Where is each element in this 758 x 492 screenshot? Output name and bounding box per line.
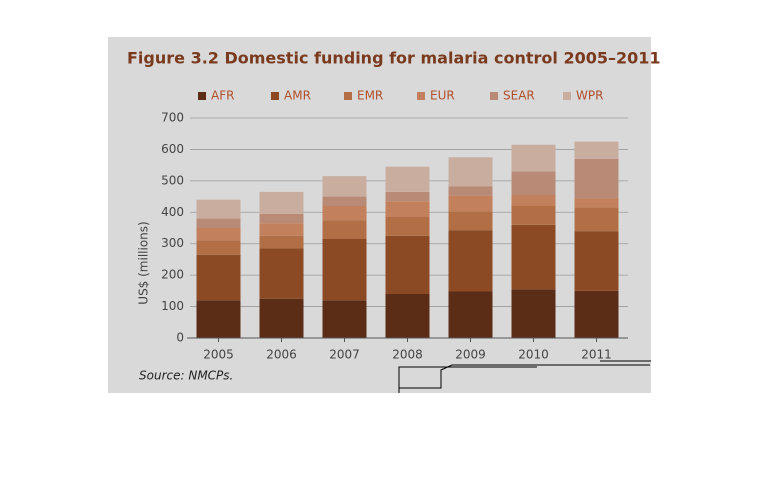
legend-label: WPR: [576, 89, 603, 103]
bar-segment: [259, 298, 304, 338]
bar-segment: [574, 207, 619, 232]
bar-segment: [322, 196, 367, 206]
legend-label: EMR: [357, 89, 383, 103]
bar-segment: [196, 254, 241, 301]
x-tick-label: 2005: [203, 348, 234, 362]
bar-segment: [322, 176, 367, 197]
decoration-lines: [398, 360, 651, 393]
legend-swatch: [344, 92, 352, 100]
bar-segment: [574, 198, 619, 208]
y-tick-label: 300: [161, 236, 184, 250]
bar-segment: [574, 290, 619, 338]
x-tick-label: 2006: [266, 348, 297, 362]
x-tick-label: 2010: [518, 348, 549, 362]
bar-segment: [196, 228, 241, 241]
legend-swatch: [563, 92, 571, 100]
bar-segment: [385, 191, 430, 202]
y-tick-label: 0: [176, 331, 184, 345]
x-tick-label: 2008: [392, 348, 423, 362]
bar-segment: [574, 158, 619, 199]
y-tick-label: 100: [161, 299, 184, 313]
legend-label: AMR: [284, 89, 311, 103]
bar-segment: [385, 217, 430, 236]
bar-segment: [385, 235, 430, 294]
bar-segment: [259, 235, 304, 249]
legend-swatch: [490, 92, 498, 100]
bar-segment: [511, 206, 556, 225]
bar-segment: [322, 300, 367, 338]
bar-segment: [448, 186, 493, 196]
bar-segment: [511, 144, 556, 172]
legend-swatch: [198, 92, 206, 100]
bar-segment: [448, 211, 493, 231]
bar-segment: [448, 291, 493, 338]
bar-segment: [259, 213, 304, 224]
y-tick-label: 200: [161, 268, 184, 282]
source-note: Source: NMCPs.: [139, 369, 233, 383]
chart-title: Figure 3.2 Domestic funding for malaria …: [127, 49, 661, 68]
bar-segment: [511, 171, 556, 195]
bar-segment: [259, 248, 304, 299]
bar-segment: [574, 141, 619, 159]
y-tick-label: 400: [161, 205, 184, 219]
bar-segment: [259, 223, 304, 236]
legend-label: SEAR: [503, 89, 535, 103]
bar-segment: [385, 166, 430, 192]
y-tick-label: 600: [161, 142, 184, 156]
bar-segment: [511, 224, 556, 290]
x-tick-label: 2011: [581, 348, 612, 362]
bar-segment: [511, 195, 556, 206]
x-tick-label: 2007: [329, 348, 360, 362]
x-tick-label: 2009: [455, 348, 486, 362]
legend-label: EUR: [430, 89, 455, 103]
legend-label: AFR: [211, 89, 234, 103]
bar-segment: [574, 231, 619, 291]
bar-segment: [448, 157, 493, 187]
bar-segment: [196, 218, 241, 228]
y-tick-label: 700: [161, 111, 184, 125]
bar-segment: [196, 300, 241, 338]
bar-segment: [448, 195, 493, 212]
bar-segment: [511, 289, 556, 338]
legend-swatch: [271, 92, 279, 100]
bar-segment: [196, 240, 241, 255]
bar-segment: [322, 220, 367, 239]
y-tick-label: 500: [161, 173, 184, 187]
bar-segment: [259, 191, 304, 214]
bar-segment: [196, 199, 241, 219]
bar-segment: [385, 201, 430, 217]
bar-segment: [385, 294, 430, 338]
legend-swatch: [417, 92, 425, 100]
bar-segment: [448, 230, 493, 292]
bar-segment: [322, 206, 367, 221]
bar-segment: [322, 239, 367, 301]
y-axis-label: US$ (millions): [137, 221, 151, 304]
